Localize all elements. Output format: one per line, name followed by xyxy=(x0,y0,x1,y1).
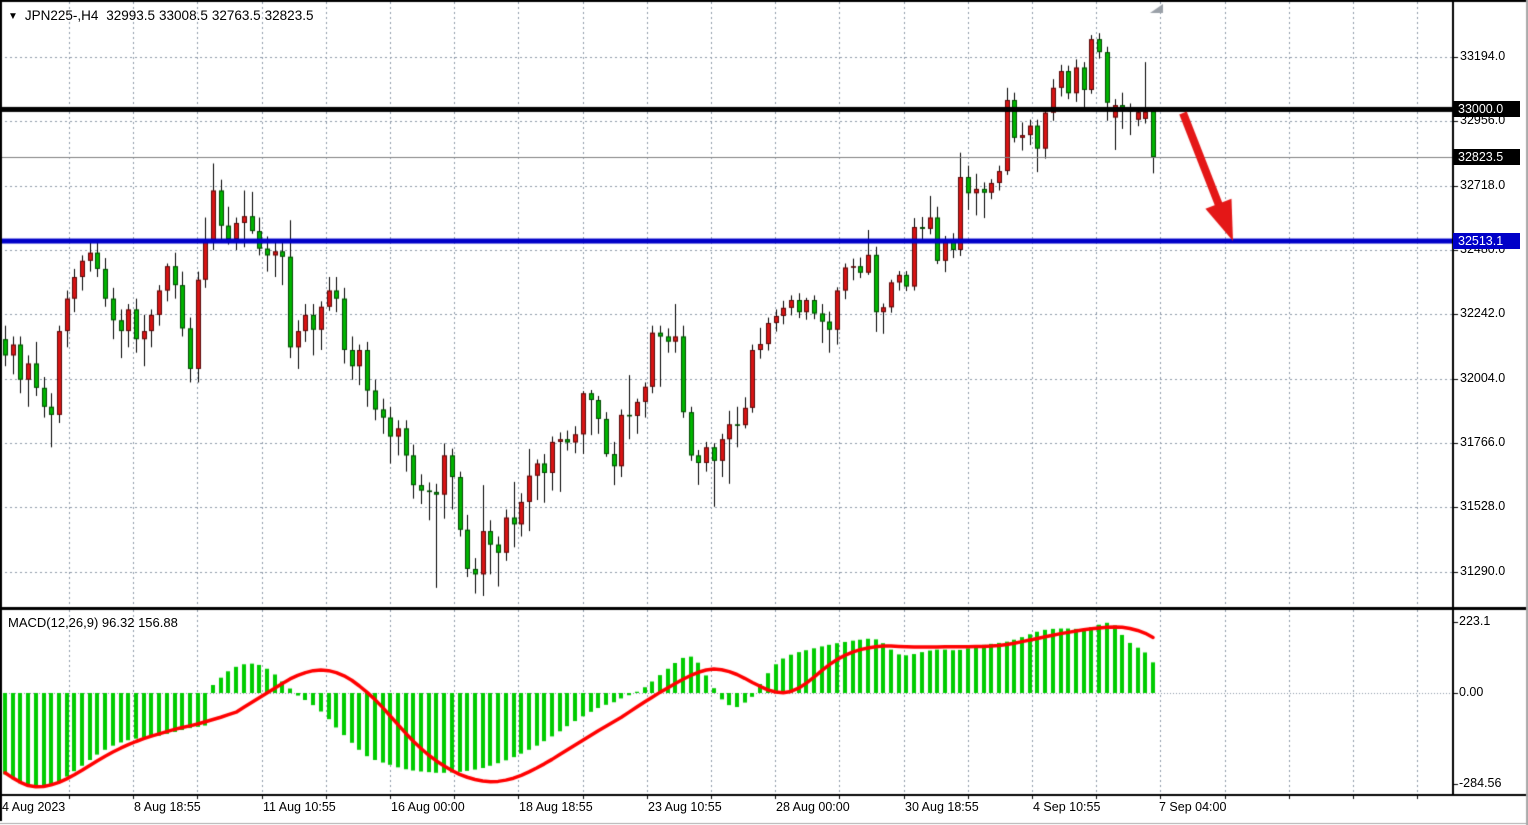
macd-axis-label: 0.00 xyxy=(1459,685,1484,699)
chart-ohlc-title: ▼ JPN225-,H4 32993.5 33008.5 32763.5 32823.5 xyxy=(8,8,317,23)
price-axis-label: 31290.0 xyxy=(1460,564,1506,578)
time-axis-label: 11 Aug 10:55 xyxy=(263,800,336,814)
time-axis-label: 16 Aug 00:00 xyxy=(391,800,465,814)
ohlc-open-value: 32993.5 xyxy=(106,8,156,23)
macd-axis-label: -284.56 xyxy=(1459,776,1502,790)
ohlc-close-value: 32823.5 xyxy=(264,8,314,23)
symbol-dropdown-icon[interactable]: ▼ xyxy=(8,11,18,22)
ohlc-high-value: 33008.5 xyxy=(159,8,208,23)
symbol-period-label: JPN225-,H4 xyxy=(24,8,99,23)
time-axis-label: 8 Aug 18:55 xyxy=(134,800,201,814)
price-axis-label: 33194.0 xyxy=(1460,49,1506,63)
price-level-badge: 32513.1 xyxy=(1453,233,1520,249)
macd-axis-label: 223.1 xyxy=(1459,614,1491,628)
time-axis-label: 4 Sep 10:55 xyxy=(1033,800,1101,814)
time-axis-label: 18 Aug 18:55 xyxy=(519,800,593,814)
price-axis-label: 32242.0 xyxy=(1460,306,1506,320)
price-axis-label: 31766.0 xyxy=(1460,435,1506,449)
time-axis-label: 4 Aug 2023 xyxy=(2,800,66,814)
price-axis-label: 31528.0 xyxy=(1460,499,1506,513)
time-axis-label: 30 Aug 18:55 xyxy=(905,800,979,814)
price-level-badge: 32823.5 xyxy=(1453,149,1520,165)
price-axis-label: 32718.0 xyxy=(1460,178,1506,192)
time-axis-label: 28 Aug 00:00 xyxy=(776,800,850,814)
time-axis-label: 23 Aug 10:55 xyxy=(648,800,722,814)
price-level-badge: 33000.0 xyxy=(1453,101,1520,117)
price-axis-label: 32004.0 xyxy=(1460,371,1506,385)
time-axis-label: 7 Sep 04:00 xyxy=(1159,800,1227,814)
macd-indicator-label: MACD(12,26,9) 96.32 156.88 xyxy=(8,615,178,630)
ohlc-low-value: 32763.5 xyxy=(211,8,261,23)
